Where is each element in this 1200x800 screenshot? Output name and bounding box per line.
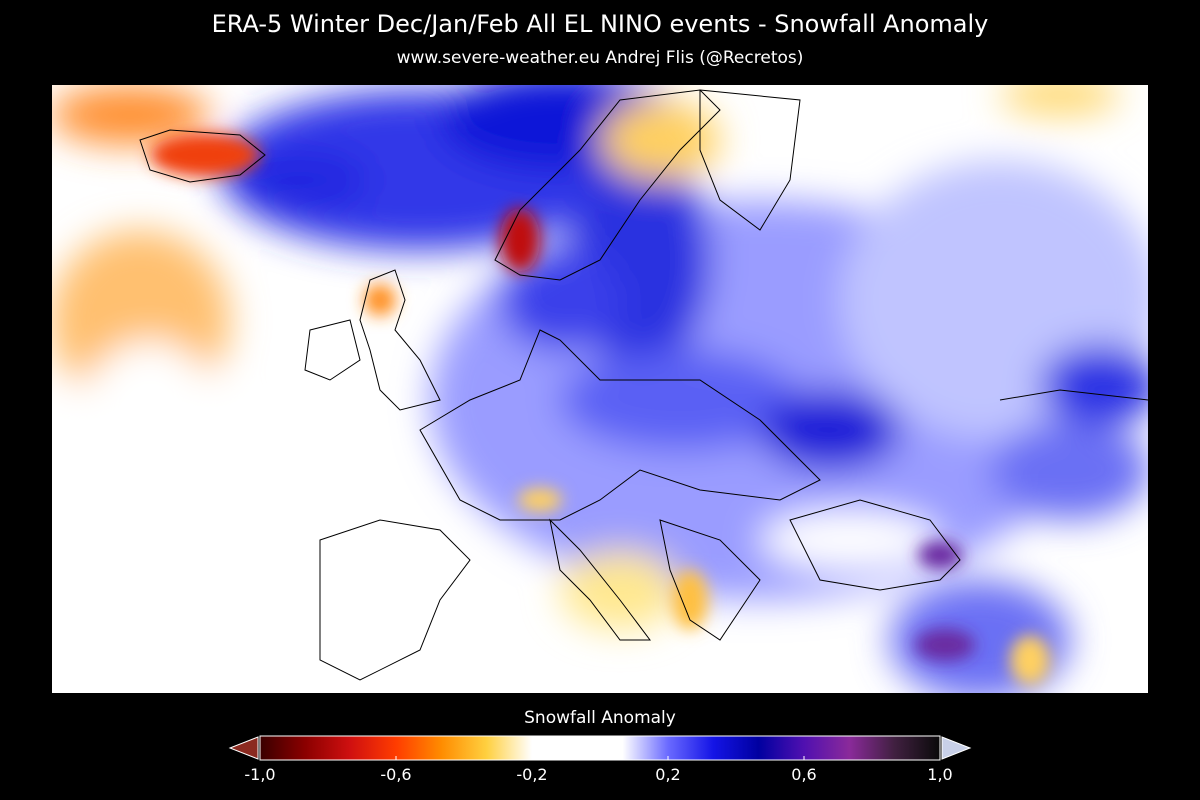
colorbar-tick-label: 0,6	[791, 765, 816, 784]
colorbar-under-arrow	[228, 736, 259, 760]
colorbar-label: Snowfall Anomaly	[524, 708, 676, 728]
colorbar-tick-label: -0,6	[380, 765, 411, 784]
colorbar-tick-label: 0,2	[655, 765, 680, 784]
colorbar	[228, 735, 972, 761]
colorbar-over-arrow	[941, 736, 972, 760]
colorbar-tick-label: -1,0	[244, 765, 275, 784]
colorbar-gradient	[259, 735, 941, 761]
map	[52, 85, 1148, 693]
title: ERA-5 Winter Dec/Jan/Feb All EL NINO eve…	[212, 10, 989, 38]
subtitle: www.severe-weather.eu Andrej Flis (@Recr…	[397, 48, 804, 68]
colorbar-tick-label: 1,0	[927, 765, 952, 784]
colorbar-tick-label: -0,2	[516, 765, 547, 784]
